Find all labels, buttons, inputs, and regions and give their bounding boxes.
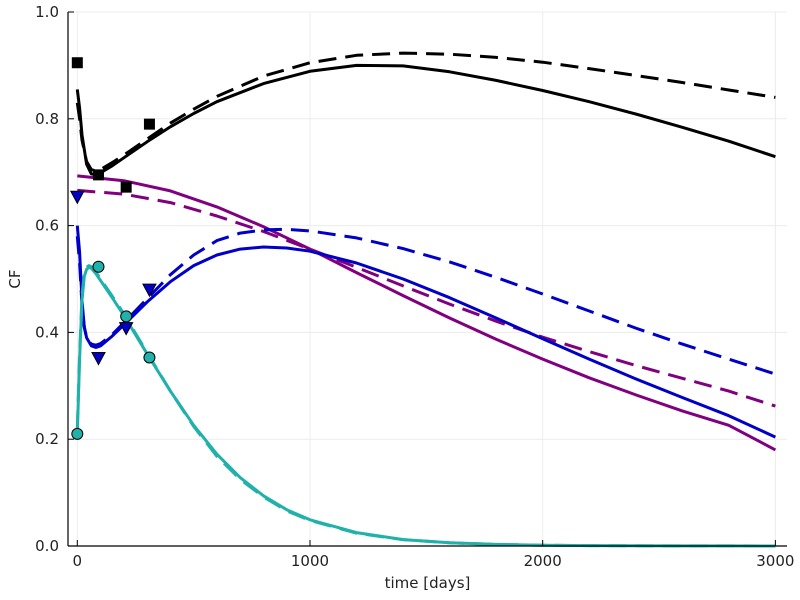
square-marker [71,57,83,69]
x-tick-label: 2000 [524,552,562,570]
blue-dashed-line [75,227,776,376]
x-tick-label: 1000 [291,552,329,570]
y-tick-label: 0.4 [35,323,59,341]
triangle-marker [91,352,106,366]
x-axis-label: time [days] [385,574,471,592]
triangle-marker [69,190,85,205]
axes [67,12,787,547]
y-tick-label: 0.8 [35,110,59,128]
purple-solid-line [77,174,777,452]
circle-marker [71,427,84,440]
triangle-marker [142,283,157,298]
purple-dashed-line [77,188,776,408]
y-axis-label: CF [6,269,24,288]
ticks: 0 1000 2000 3000 0.0 0.2 0.4 0.6 0.8 1.0 [35,3,794,570]
circle-marker [92,260,105,273]
circle-marker [143,351,156,364]
y-tick-label: 0.6 [35,217,59,235]
black-dashed-line [75,51,776,173]
x-tick-label: 0 [73,552,83,570]
circle-marker [120,310,133,323]
blue-solid-line [75,225,777,439]
y-tick-label: 0.2 [35,430,59,448]
series-layer [75,51,777,548]
teal-dashed-line [75,264,776,548]
black-solid-line [75,63,776,177]
markers-layer [69,57,157,440]
y-tick-label: 0.0 [35,537,59,555]
square-marker [92,169,104,181]
square-marker [143,118,155,130]
square-marker [120,181,132,193]
x-tick-label: 3000 [756,552,794,570]
y-tick-label: 1.0 [35,3,59,21]
triangle-marker [118,322,134,336]
